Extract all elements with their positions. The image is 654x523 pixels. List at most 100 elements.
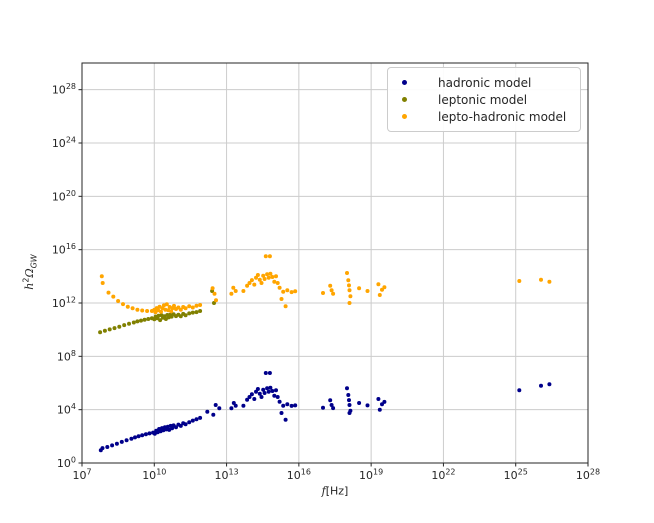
scatter-point-series-0 [328, 398, 333, 403]
x-tick-label: 1028 [576, 468, 600, 483]
scatter-point-series-0 [277, 399, 282, 404]
y-tick-label: 104 [57, 402, 76, 417]
scatter-point-series-2 [178, 307, 183, 312]
scatter-point-series-0 [275, 395, 280, 399]
scatter-point-series-0 [114, 441, 119, 446]
scatter-point-series-1 [102, 328, 107, 333]
y-axis-label-symbol: Ω [23, 268, 37, 278]
scatter-point-series-2 [233, 289, 238, 293]
y-axis-label: h2ΩGW [22, 254, 39, 289]
scatter-point-series-0 [140, 433, 145, 438]
scatter-point-series-2 [289, 290, 294, 295]
scatter-point-series-0 [272, 393, 277, 398]
scatter-point-series-0 [245, 397, 250, 402]
scatter-point-series-2 [517, 279, 522, 283]
scatter-point-series-2 [377, 293, 382, 297]
scatter-point-series-0 [347, 398, 351, 403]
scatter-point-series-2 [267, 254, 272, 259]
scatter-point-series-2 [329, 288, 334, 293]
scatter-point-series-2 [376, 282, 381, 287]
scatter-point-series-0 [105, 445, 110, 449]
scatter-point-series-0 [347, 403, 352, 407]
scatter-point-series-0 [252, 397, 257, 401]
y-tick-label: 108 [57, 349, 76, 364]
scatter-point-series-0 [174, 425, 178, 430]
scatter-point-series-2 [357, 286, 362, 291]
scatter-point-series-2 [547, 279, 552, 284]
scatter-point-series-0 [377, 407, 382, 412]
scatter-point-series-2 [262, 277, 267, 281]
scatter-point-series-2 [212, 291, 217, 296]
scatter-point-series-1 [183, 313, 188, 318]
scatter-point-series-0 [119, 439, 124, 444]
scatter-point-series-1 [127, 321, 131, 326]
scatter-point-series-0 [281, 403, 286, 408]
x-tick-label: 1025 [504, 468, 528, 483]
scatter-point-series-1 [190, 310, 195, 315]
scatter-point-series-2 [194, 303, 199, 308]
scatter-point-series-0 [194, 417, 199, 422]
scatter-point-series-2 [245, 283, 250, 288]
scatter-point-series-0 [261, 387, 266, 392]
y-axis-label-var: h [23, 282, 37, 290]
scatter-point-series-0 [267, 371, 272, 375]
scatter-point-series-2 [190, 305, 195, 310]
scatter-point-series-0 [270, 389, 275, 393]
scatter-point-series-2 [214, 298, 218, 303]
scatter-point-series-0 [229, 406, 234, 411]
scatter-point-series-2 [257, 277, 262, 282]
scatter-point-series-0 [547, 382, 552, 387]
legend-marker-hadronic-icon [402, 80, 407, 85]
scatter-point-series-0 [376, 397, 381, 401]
scatter-point-series-1 [107, 327, 112, 332]
legend-label-hadronic: hadronic model [438, 75, 532, 90]
scatter-point-series-2 [382, 285, 387, 290]
scatter-point-series-2 [272, 279, 277, 284]
scatter-point-series-1 [139, 318, 143, 323]
x-tick-label: 107 [72, 468, 91, 483]
scatter-point-series-0 [110, 443, 115, 448]
scatter-point-series-2 [172, 303, 176, 308]
x-axis-label: f[Hz] [322, 485, 349, 498]
scatter-point-series-0 [346, 393, 351, 397]
scatter-point-series-2 [270, 275, 275, 279]
scatter-point-series-2 [210, 286, 215, 291]
scatter-point-series-0 [249, 392, 254, 397]
scatter-point-series-2 [277, 285, 282, 290]
scatter-point-series-0 [257, 391, 262, 396]
scatter-point-series-2 [145, 309, 150, 313]
scatter-point-series-2 [140, 308, 145, 313]
scatter-point-series-1 [142, 317, 147, 322]
scatter-point-series-0 [347, 411, 352, 415]
scatter-point-series-2 [135, 307, 140, 312]
scatter-point-series-2 [159, 309, 163, 314]
scatter-point-series-0 [382, 399, 387, 404]
scatter-point-series-2 [275, 281, 280, 285]
scatter-point-series-2 [347, 283, 351, 288]
scatter-point-series-2 [281, 289, 286, 294]
legend: hadronic model leptonic model lepto-hadr… [387, 67, 581, 132]
legend-marker-leptonic-icon [402, 97, 407, 102]
scatter-point-series-0 [100, 446, 105, 451]
scatter-point-series-2 [345, 271, 349, 275]
scatter-point-series-2 [130, 306, 135, 311]
y-tick-label: 1028 [52, 82, 76, 97]
legend-marker-lepto-hadronic-icon [402, 114, 407, 119]
scatter-point-series-1 [194, 310, 199, 315]
scatter-point-series-0 [124, 438, 129, 443]
y-tick-label: 1016 [52, 242, 76, 257]
scatter-point-series-0 [143, 432, 148, 437]
scatter-point-series-0 [279, 411, 284, 415]
scatter-point-series-2 [346, 278, 351, 283]
scatter-point-series-2 [347, 288, 352, 293]
scatter-point-series-2 [328, 283, 333, 288]
scatter-point-series-2 [331, 291, 336, 296]
scatter-point-series-0 [259, 395, 264, 399]
scatter-point-series-1 [187, 311, 192, 316]
scatter-point-series-2 [111, 294, 116, 299]
scatter-point-series-2 [266, 275, 271, 280]
scatter-point-series-2 [263, 254, 268, 259]
y-axis-label-subscript: GW [29, 254, 39, 269]
scatter-point-series-0 [198, 415, 203, 420]
